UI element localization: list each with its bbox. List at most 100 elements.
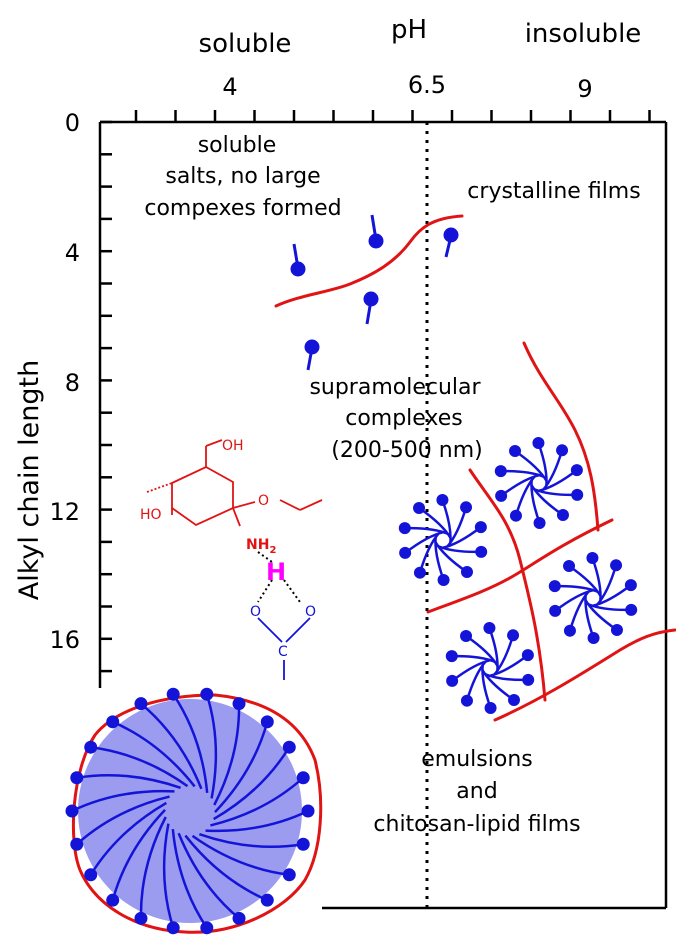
droplet-head xyxy=(134,911,148,925)
lipid-molecule xyxy=(363,291,379,325)
y-tick-label-12: 12 xyxy=(49,498,80,526)
emulsions-line-2: and xyxy=(456,779,497,804)
droplet-head xyxy=(166,921,180,935)
micelle-head xyxy=(571,488,584,501)
micelle xyxy=(398,494,488,586)
droplet-head xyxy=(106,893,120,907)
supra-boundary-curve-3 xyxy=(426,518,614,614)
carboxylate-c: C xyxy=(278,644,288,660)
micelle-head xyxy=(494,465,507,478)
micelle-head xyxy=(533,516,546,529)
droplet-chain xyxy=(89,801,167,876)
micelle-tail xyxy=(530,479,541,524)
droplet-chain xyxy=(111,809,166,901)
amine-label: NH2 xyxy=(246,537,276,556)
micelle-head xyxy=(586,552,599,565)
supra-boundary-curve-4 xyxy=(493,628,676,722)
micelle-head xyxy=(460,566,473,579)
droplet-chain xyxy=(140,702,203,790)
micelle-head xyxy=(521,649,534,662)
micelle-tail xyxy=(441,499,452,544)
micelle-head xyxy=(556,444,569,457)
droplet-head xyxy=(232,697,246,711)
soluble-region-line-1: soluble xyxy=(198,133,277,158)
supramolecular-line-1: supramolecular xyxy=(309,375,481,400)
droplet-head xyxy=(296,771,310,785)
micelle-head xyxy=(460,629,473,642)
methoxy-bond xyxy=(279,499,301,511)
micelle-head xyxy=(446,674,459,687)
micelle-head xyxy=(570,464,583,477)
micelle-head xyxy=(460,694,473,707)
droplet-chain xyxy=(210,776,305,827)
droplet-head xyxy=(134,697,148,711)
micelle-head xyxy=(413,566,426,579)
x-tick-label-9: 9 xyxy=(577,75,592,103)
carboxylate-group xyxy=(257,617,311,680)
droplet-chain xyxy=(139,816,167,919)
soluble-header: soluble xyxy=(199,29,292,59)
micelle-tail xyxy=(488,627,499,672)
droplet-chain xyxy=(172,693,209,793)
droplet-chain xyxy=(162,823,175,929)
droplet-chain xyxy=(184,834,268,902)
micelle xyxy=(548,552,638,644)
droplet-head xyxy=(260,893,274,907)
droplet-head xyxy=(296,837,310,851)
droplet-head xyxy=(200,687,214,701)
lipid-molecule xyxy=(443,227,459,258)
crystalline-boundary-curve xyxy=(274,214,464,308)
emulsions-line-3: chitosan-lipid films xyxy=(373,812,580,837)
ho-group-label: HO xyxy=(140,507,162,523)
micelle-head xyxy=(483,622,496,635)
droplet-chain xyxy=(214,721,269,813)
micelle-head xyxy=(563,559,576,572)
droplet-chain xyxy=(198,832,304,849)
x-tick-label-4: 4 xyxy=(222,73,237,101)
micelle-head xyxy=(495,489,508,502)
oh-group-label: OH xyxy=(222,438,244,454)
micelle-complexes xyxy=(398,437,638,714)
micelle-head xyxy=(563,624,576,637)
y-axis-title: Alkyl chain length xyxy=(14,360,45,600)
micelle-head xyxy=(399,546,412,559)
ph-header: pH xyxy=(391,15,427,45)
micelle-head xyxy=(475,545,488,558)
micelle-head xyxy=(587,631,600,644)
y-tick-label-8: 8 xyxy=(65,369,80,397)
micelle-head xyxy=(507,629,520,642)
micelle-head xyxy=(507,694,520,707)
lipid-molecule xyxy=(290,243,306,277)
droplet-head xyxy=(260,715,274,729)
phase-boundaries xyxy=(274,214,676,722)
droplet-chain xyxy=(75,795,170,846)
micelle-head xyxy=(610,559,623,572)
droplet-head xyxy=(84,740,98,754)
top-axis-ticks xyxy=(134,110,651,122)
x-tick-label-6-5: 6.5 xyxy=(408,71,446,99)
droplet-chain xyxy=(213,746,291,821)
droplet-shell xyxy=(71,693,323,934)
lipid-molecule xyxy=(304,339,320,371)
ring-bond xyxy=(232,501,256,509)
soluble-region-line-3: compexes formed xyxy=(144,196,341,221)
micelle-head xyxy=(436,494,449,507)
crystalline-films-label: crystalline films xyxy=(467,179,640,204)
droplet-head xyxy=(84,868,98,882)
hydrogen-atom-label: H xyxy=(266,558,286,586)
ring-bond xyxy=(205,439,223,447)
micelle-head xyxy=(624,579,637,592)
micelle-head xyxy=(398,522,411,535)
droplet-head xyxy=(200,921,214,935)
droplet-chain xyxy=(171,829,208,929)
micelle-head xyxy=(548,580,561,593)
droplet-core xyxy=(78,699,302,923)
micelle-head xyxy=(445,650,458,663)
insoluble-header: insoluble xyxy=(525,19,642,49)
carboxylate-o-left: O xyxy=(250,604,261,620)
micelle-head xyxy=(625,603,638,616)
droplet-head xyxy=(106,715,120,729)
droplet-chain xyxy=(177,832,240,920)
droplet-chain xyxy=(205,693,218,799)
